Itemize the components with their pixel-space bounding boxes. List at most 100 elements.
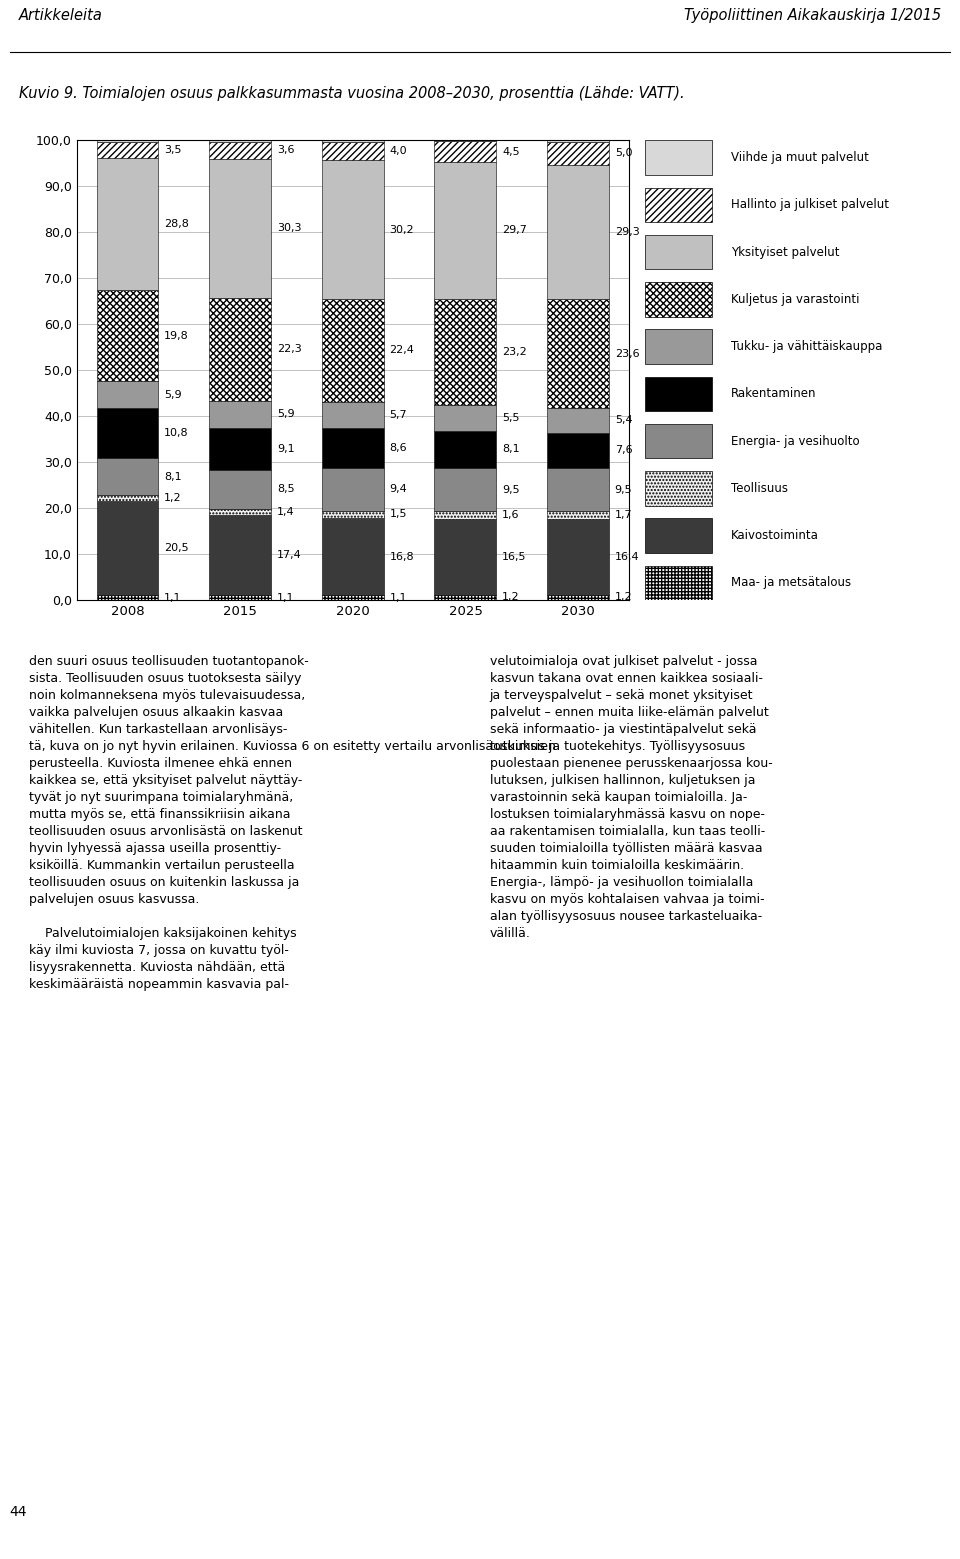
Text: 4,5: 4,5 (502, 147, 519, 156)
Bar (644, 566, 712, 600)
Text: Viihde ja muut palvelut: Viihde ja muut palvelut (731, 151, 869, 164)
Text: 23,6: 23,6 (614, 349, 639, 359)
Bar (97, 142, 158, 157)
Text: 16,4: 16,4 (614, 552, 639, 561)
Text: 22,3: 22,3 (276, 345, 301, 354)
Text: 9,4: 9,4 (390, 485, 407, 494)
Bar (209, 427, 271, 469)
Bar (435, 298, 496, 405)
Text: 5,9: 5,9 (276, 408, 295, 419)
Text: 1,4: 1,4 (276, 507, 295, 518)
Text: 1,6: 1,6 (502, 510, 519, 521)
Bar (547, 299, 609, 408)
Text: 1,7: 1,7 (614, 510, 633, 521)
Text: 1,1: 1,1 (390, 592, 407, 603)
Bar (547, 408, 609, 433)
Text: 3,6: 3,6 (276, 145, 295, 156)
Text: 1,1: 1,1 (164, 592, 181, 603)
Bar (322, 468, 384, 511)
Bar (644, 424, 712, 458)
Text: 44: 44 (10, 1506, 27, 1518)
Bar (97, 157, 158, 290)
Bar (435, 430, 496, 468)
Text: 23,2: 23,2 (502, 346, 527, 357)
Bar (644, 140, 712, 175)
Text: 10,8: 10,8 (164, 429, 189, 438)
Text: 30,3: 30,3 (276, 223, 301, 234)
Text: 17,4: 17,4 (276, 550, 301, 560)
Text: 5,9: 5,9 (164, 390, 181, 399)
Bar (547, 468, 609, 511)
Bar (435, 405, 496, 430)
Bar (547, 519, 609, 594)
Text: 8,1: 8,1 (164, 472, 181, 482)
Bar (644, 187, 712, 221)
Text: velutoimialoja ovat julkiset palvelut - jossa
kasvun takana ovat ennen kaikkea s: velutoimialoja ovat julkiset palvelut - … (490, 655, 773, 940)
Bar (322, 596, 384, 600)
Text: Maa- ja metsätalous: Maa- ja metsätalous (731, 577, 851, 589)
Text: 9,5: 9,5 (502, 485, 519, 494)
Text: 29,7: 29,7 (502, 224, 527, 235)
Bar (322, 142, 384, 161)
Bar (644, 471, 712, 505)
Text: Työpoliittinen Aikakauskirja 1/2015: Työpoliittinen Aikakauskirja 1/2015 (684, 8, 941, 23)
Bar (435, 162, 496, 298)
Text: 29,3: 29,3 (614, 228, 639, 237)
Bar (209, 469, 271, 508)
Text: 1,1: 1,1 (276, 592, 295, 603)
Bar (322, 511, 384, 518)
Bar (97, 596, 158, 600)
Bar (435, 468, 496, 511)
Bar (209, 514, 271, 596)
Bar (97, 408, 158, 458)
Bar (435, 142, 496, 162)
Bar (547, 511, 609, 519)
Bar (209, 401, 271, 427)
Text: 5,5: 5,5 (502, 413, 519, 422)
Bar (435, 519, 496, 594)
Bar (97, 496, 158, 500)
Bar (547, 433, 609, 468)
Text: 1,2: 1,2 (614, 592, 633, 602)
Text: 8,6: 8,6 (390, 443, 407, 454)
Bar (547, 594, 609, 600)
Text: Yksityiset palvelut: Yksityiset palvelut (731, 246, 839, 259)
Bar (322, 161, 384, 299)
Text: 22,4: 22,4 (390, 346, 415, 355)
Bar (209, 140, 271, 142)
Text: Kaivostoiminta: Kaivostoiminta (731, 529, 819, 543)
Bar (644, 282, 712, 316)
Text: 5,0: 5,0 (614, 148, 633, 157)
Text: 5,7: 5,7 (390, 410, 407, 419)
Bar (209, 142, 271, 159)
Text: Kuvio 9. Toimialojen osuus palkkasummasta vuosina 2008–2030, prosenttia (Lähde: : Kuvio 9. Toimialojen osuus palkkasummast… (19, 86, 684, 101)
Bar (547, 165, 609, 299)
Text: Energia- ja vesihuolto: Energia- ja vesihuolto (731, 435, 859, 447)
Bar (97, 382, 158, 408)
Bar (322, 299, 384, 402)
Text: 5,4: 5,4 (614, 415, 633, 426)
Text: 1,5: 1,5 (390, 510, 407, 519)
Bar (644, 329, 712, 363)
Text: 20,5: 20,5 (164, 543, 189, 553)
Text: Kuljetus ja varastointi: Kuljetus ja varastointi (731, 293, 859, 306)
Text: 1,2: 1,2 (164, 493, 181, 504)
Bar (97, 500, 158, 596)
Text: den suuri osuus teollisuuden tuotantopanok-
sista. Teollisuuden osuus tuotoksest: den suuri osuus teollisuuden tuotantopan… (29, 655, 556, 992)
Bar (644, 519, 712, 553)
Text: 3,5: 3,5 (164, 145, 181, 154)
Text: 28,8: 28,8 (164, 218, 189, 229)
Text: 16,8: 16,8 (390, 552, 414, 561)
Bar (644, 377, 712, 412)
Bar (547, 142, 609, 165)
Text: 9,5: 9,5 (614, 485, 633, 494)
Text: 4,0: 4,0 (390, 147, 407, 156)
Text: 9,1: 9,1 (276, 444, 295, 454)
Text: Hallinto ja julkiset palvelut: Hallinto ja julkiset palvelut (731, 198, 889, 212)
Text: Artikkeleita: Artikkeleita (19, 8, 103, 23)
Bar (209, 159, 271, 298)
Text: 8,1: 8,1 (502, 444, 519, 454)
Bar (322, 429, 384, 468)
Bar (209, 596, 271, 600)
Bar (644, 235, 712, 270)
